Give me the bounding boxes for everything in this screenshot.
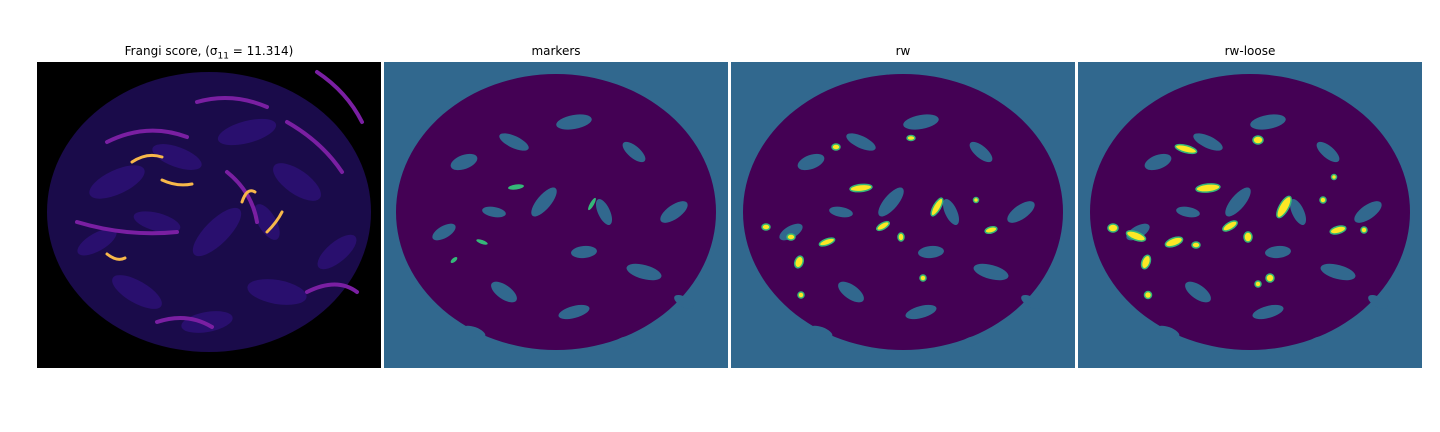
markers-holes	[432, 114, 694, 349]
rw-loose-image	[1078, 62, 1422, 368]
frangi-title-rest: = 11.314)	[228, 44, 294, 58]
panel-title-frangi: Frangi score, (σ11 = 11.314)	[37, 44, 381, 61]
rw-holes	[779, 114, 1041, 349]
frangi-title-subscript: 11	[217, 51, 229, 62]
panel-title-rw-loose: rw-loose	[1224, 44, 1276, 58]
panel-title-rw: rw	[895, 44, 911, 58]
frangi-image	[37, 62, 381, 368]
panel-title-markers: markers	[531, 44, 581, 58]
rw-loose-segments	[1107, 135, 1368, 300]
rw-segments	[761, 134, 998, 299]
markers-seeds	[450, 184, 596, 263]
markers-image	[384, 62, 728, 368]
markers-blob-region	[396, 74, 716, 350]
rw-loose-holes	[1126, 114, 1388, 349]
frangi-title-text: Frangi score, (σ	[124, 44, 218, 58]
rw-image	[731, 62, 1075, 368]
rw-loose-blob-region	[1090, 74, 1410, 350]
frangi-blob-region	[47, 70, 371, 352]
rw-blob-region	[743, 74, 1063, 350]
